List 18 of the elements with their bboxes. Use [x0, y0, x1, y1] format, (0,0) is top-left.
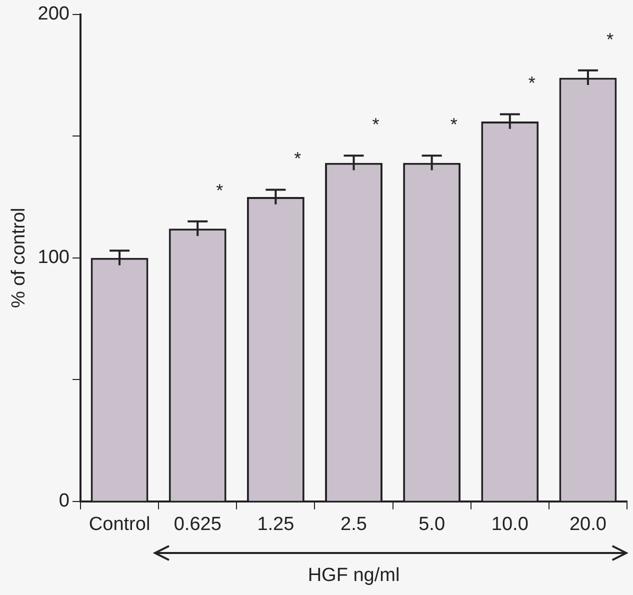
y-tick-label: 0	[58, 490, 70, 512]
x-tick-label: Control	[88, 514, 150, 536]
annotation: *	[528, 73, 536, 94]
y-tick-label: 100	[38, 247, 70, 268]
annotation: *	[216, 180, 224, 200]
x-tick-label: 2.5	[340, 514, 367, 536]
annotation: *	[606, 29, 614, 50]
annotation: *	[372, 114, 380, 135]
x-axis-title: HGF ng/ml	[308, 564, 400, 586]
x-tick-label: 5.0	[418, 514, 446, 536]
y-tick-label: 200	[38, 4, 70, 25]
x-tick-label: 0.625	[174, 514, 222, 536]
annotation: *	[450, 114, 458, 135]
x-tick-label: 20.0	[569, 514, 606, 536]
annotation: *	[294, 148, 302, 169]
y-axis-title: % of control	[8, 208, 30, 308]
x-tick-label: 10.0	[491, 514, 528, 536]
x-tick-label: 1.25	[257, 514, 294, 536]
